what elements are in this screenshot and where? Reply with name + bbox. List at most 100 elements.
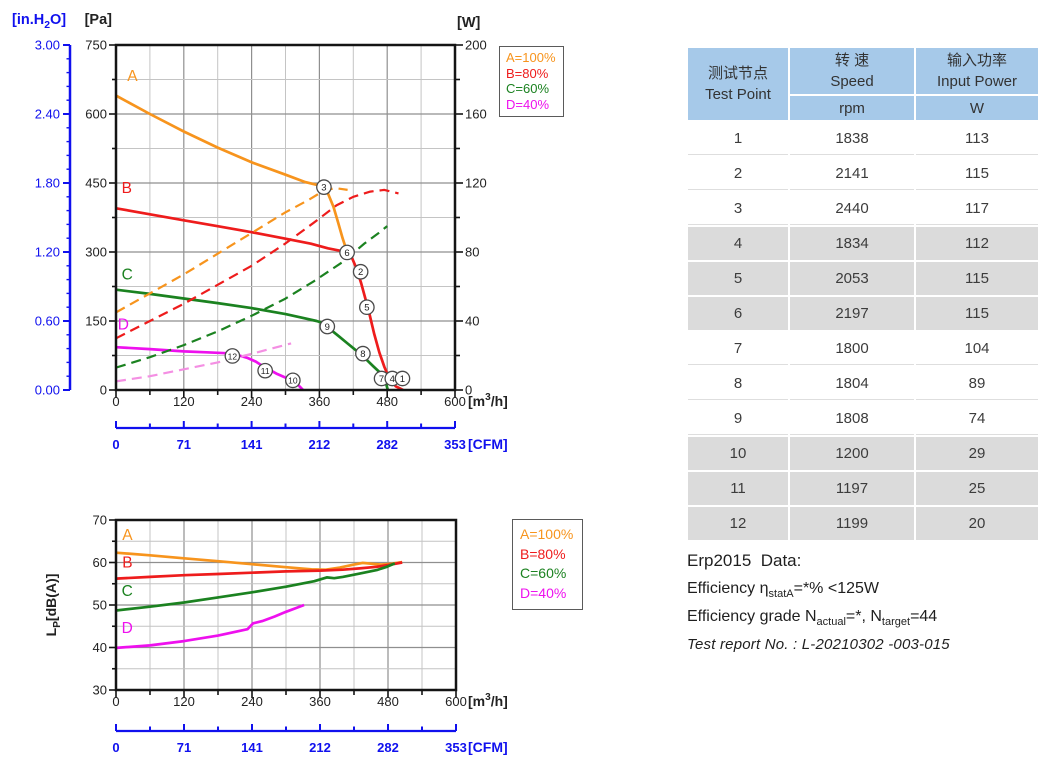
cfm-tick-label: 282 <box>376 437 398 452</box>
erp-text-segment: Efficiency η <box>687 580 769 597</box>
header-power-unit: W <box>914 94 1040 122</box>
erp-text-segment: =*, N <box>845 608 882 626</box>
marker-number: 3 <box>321 183 326 194</box>
header-speed-en: Speed <box>830 73 874 90</box>
marker-12: 12 <box>224 348 241 364</box>
marker-9: 9 <box>319 318 336 335</box>
w-tick-label: 0 <box>465 383 472 398</box>
curve-label-A: A <box>122 527 133 544</box>
header-input-power: 输入功率 Input Power <box>914 46 1040 96</box>
curve-label-A: A <box>127 68 138 85</box>
speed-cell: 1804 <box>788 365 916 402</box>
series-B-power <box>116 188 399 340</box>
curve-label-B: B <box>122 180 132 197</box>
speed-cell: 1200 <box>788 435 916 472</box>
speed-cell: 2141 <box>788 155 916 192</box>
erp-data-block: Erp2015 Data: Efficiency ηstatA=*% <125W… <box>687 551 1037 653</box>
table-row: 5 2053 115 <box>686 260 1040 297</box>
series-C-noise <box>116 562 396 612</box>
x-axis-unit: [m3/h] <box>468 692 508 709</box>
table-row: 11 1197 25 <box>686 470 1040 507</box>
power-cell: 104 <box>914 330 1040 367</box>
pa-tick-label: 0 <box>100 383 107 398</box>
pa-axis-title: [Pa] <box>85 12 113 28</box>
inh2o-axis-title: [in.H2O] <box>12 12 66 31</box>
cfm-tick-label: 0 <box>112 740 119 755</box>
marker-number: 12 <box>228 351 238 361</box>
power-cell: 89 <box>914 365 1040 402</box>
cfm-tick-label: 141 <box>241 740 263 755</box>
marker-number: 9 <box>325 322 330 333</box>
erp-subscript: target <box>881 616 911 629</box>
table-row: 6 2197 115 <box>686 295 1040 332</box>
pa-tick-label: 450 <box>85 176 107 191</box>
x-tick-label: 360 <box>309 394 331 409</box>
test-point-table: 测试节点 Test Point 转 速 Speed 输入功率 Input Pow… <box>686 46 1040 542</box>
table-row: 4 1834 112 <box>686 225 1040 262</box>
noise-axis-title-group: LP[dB(A)] <box>43 574 63 637</box>
erp-text-segment: Efficiency grade N <box>687 608 817 626</box>
header-speed: 转 速 Speed <box>788 46 916 96</box>
legend-item-B: B=80% <box>506 65 549 81</box>
speed-cell: 2053 <box>788 260 916 297</box>
w-tick-label: 80 <box>465 245 479 260</box>
marker-number: 1 <box>400 374 405 385</box>
marker-number: 11 <box>261 366 270 376</box>
speed-cell: 1199 <box>788 505 916 542</box>
power-cell: 112 <box>914 225 1040 262</box>
test-point-cell: 3 <box>686 190 790 227</box>
header-input-power-en: Input Power <box>936 73 1018 90</box>
test-point-cell: 5 <box>686 260 790 297</box>
plot-border <box>114 43 457 392</box>
legend-item-C: C=60% <box>520 565 567 581</box>
inh2o-tick-label: 2.40 <box>35 107 60 122</box>
power-cell: 113 <box>914 120 1040 157</box>
cfm-tick-label: 212 <box>309 740 331 755</box>
table-row: 9 1808 74 <box>686 400 1040 437</box>
marker-5: 5 <box>359 299 375 316</box>
legend-item-A: A=100% <box>506 50 556 65</box>
test-point-cell: 12 <box>686 505 790 542</box>
marker-1: 1 <box>394 370 411 387</box>
table-row: 7 1800 104 <box>686 330 1040 367</box>
power-cell: 25 <box>914 470 1040 507</box>
series-A-power <box>116 187 348 314</box>
curve-label-D: D <box>118 317 129 334</box>
power-cell: 117 <box>914 190 1040 227</box>
inh2o-tick-label: 0.60 <box>35 314 60 329</box>
curve-label-C: C <box>122 583 133 600</box>
erp-grade-line: Efficiency grade Nactual=*, Ntarget=44 <box>687 608 1037 628</box>
w-tick-label: 120 <box>465 176 487 191</box>
inh2o-tick-label: 1.80 <box>35 176 60 191</box>
erp-title: Erp2015 Data: <box>687 551 802 570</box>
power-cell: 115 <box>914 260 1040 297</box>
noise-airflow-chart: 0 120 240 360 480 600 [m3/h] 70 60 50 40 30 LP[dB(A)… <box>43 513 508 756</box>
test-point-cell: 4 <box>686 225 790 262</box>
cfm-tick-label: 212 <box>309 437 331 452</box>
legend-item-C: C=60% <box>506 81 549 96</box>
power-cell: 115 <box>914 295 1040 332</box>
db-tick-label: 60 <box>93 555 107 570</box>
plot-border <box>114 518 458 692</box>
noise-axis-title: LP[dB(A)] <box>43 574 63 637</box>
speed-cell: 2197 <box>788 295 916 332</box>
legend-noise-chart: A=100% B=80% C=60% D=40% <box>512 519 584 610</box>
pressure-series <box>116 94 404 390</box>
x-tick-label: 240 <box>241 694 263 709</box>
marker-number: 10 <box>288 376 298 386</box>
x-tick-label: 240 <box>241 394 263 409</box>
inh2o-tick-label: 1.20 <box>35 245 60 260</box>
curve-label-D: D <box>122 620 133 637</box>
marker-11: 11 <box>257 362 274 379</box>
erp-subscript: actual <box>816 616 846 629</box>
x-tick-label: 120 <box>173 394 195 409</box>
marker-number: 2 <box>358 267 363 278</box>
speed-cell: 1838 <box>788 120 916 157</box>
series-A-pressure <box>116 94 349 253</box>
x-tick-label: 0 <box>112 694 119 709</box>
table-row: 10 1200 29 <box>686 435 1040 472</box>
cfm-tick-label: 353 <box>445 740 467 755</box>
w-tick-label: 160 <box>465 107 487 122</box>
x-tick-label: 120 <box>173 694 195 709</box>
